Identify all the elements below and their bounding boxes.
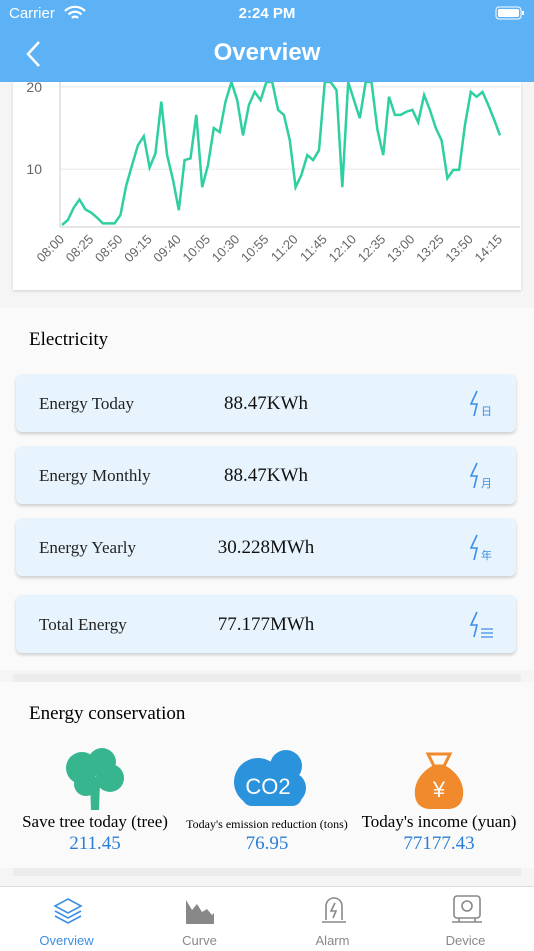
energy-icon [469,611,493,638]
item-label: Today's income (yuan) [361,812,517,831]
tab-bar [0,886,534,951]
bolt [469,611,479,638]
energy-value: 88.47KWh [224,465,308,486]
energy-label: Energy Yearly [39,538,136,557]
x-tick-label: 10:30 [209,232,243,266]
wifi-icon [64,5,86,19]
energy-value: 30.228MWh [217,537,315,558]
time: 2:24 PM [238,5,296,22]
tab-icon[interactable] [319,894,349,926]
energy-icon: 年 [469,534,492,562]
chart-card [13,82,521,290]
energy-label: Energy Monthly [39,466,151,485]
tab-icon[interactable] [51,896,85,926]
lines [481,628,493,638]
section-title: Energy conservation [29,703,186,724]
back-button[interactable] [24,40,44,68]
money-bag-icon: ¥ [414,752,464,809]
tab-icon[interactable] [451,894,483,926]
item-value: 76.95 [245,833,289,854]
x-tick-label: 12:10 [326,232,360,266]
tab-label[interactable]: Overview [39,933,94,948]
x-tick-label: 10:05 [180,232,214,266]
x-tick-label: 09:40 [150,232,184,266]
x-tick-label: 14:15 [472,232,506,266]
icon-text: 月 [481,478,492,490]
x-tick-label: 11:45 [297,232,330,265]
item-label: Today's emission reduction (tons) [186,817,348,831]
x-tick-label: 09:15 [121,232,155,266]
bolt [469,390,479,417]
icon-text: ¥ [432,777,446,802]
y-tick-label: 20 [26,82,42,95]
tab-label[interactable]: Device [445,933,486,948]
energy-row: Energy Today 88.47KWh 日 [16,374,516,432]
x-tick-label: 12:35 [355,232,389,266]
energy-value: 77.177MWh [217,614,315,635]
energy-row: Total Energy 77.177MWh [16,595,516,653]
data-line [61,82,502,226]
x-tick-label: 13:50 [442,232,476,266]
energy-label: Energy Today [39,394,134,413]
x-tick-label: 08:50 [92,232,126,266]
x-tick-label: 08:00 [34,232,68,266]
divider [13,868,521,876]
battery [495,6,524,20]
energy-icon: 月 [469,462,492,490]
energy-row: Energy Monthly 88.47KWh 月 [16,446,516,504]
nav-bar [0,0,534,82]
icon-text: 日 [481,406,492,418]
chart: 102008:0008:2508:5009:1509:4010:0510:301… [26,82,520,266]
carrier: Carrier [9,5,55,22]
icon-text: 年 [481,548,492,562]
bolt [469,534,479,561]
y-tick-label: 10 [26,161,42,177]
energy-row: Energy Yearly 30.228MWh 年 [16,518,516,576]
nav-title: Overview [213,39,321,66]
x-tick-label: 13:00 [384,232,418,266]
item-label: Save tree today (tree) [22,812,168,831]
x-tick-label: 08:25 [63,232,97,266]
tab-icon[interactable] [184,896,216,926]
divider [13,674,521,682]
item-value: 211.45 [69,833,121,854]
co2-icon: CO2 [234,750,306,806]
section-title: Electricity [29,329,109,350]
x-tick-label: 10:55 [238,232,272,266]
x-tick-label: 11:20 [268,232,301,265]
x-tick-label: 13:25 [413,232,447,266]
tab-label[interactable]: Alarm [315,933,350,948]
tree-icon [66,748,124,810]
icon-text: CO2 [245,774,290,799]
energy-value: 88.47KWh [224,393,308,414]
item-value: 77177.43 [403,833,475,854]
energy-label: Total Energy [39,615,127,634]
tab-label[interactable]: Curve [182,933,217,948]
bolt [469,462,479,489]
energy-icon: 日 [469,390,492,418]
